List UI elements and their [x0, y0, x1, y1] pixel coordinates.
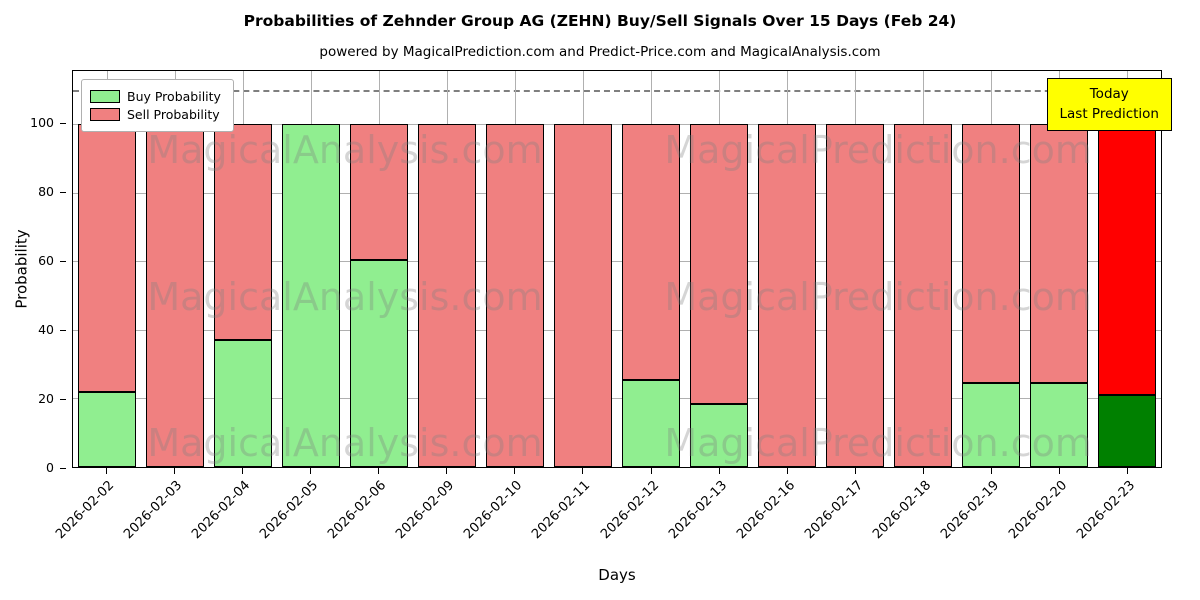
- threshold-dashed-line: [73, 89, 1161, 92]
- x-tick-label: 2026-02-02: [52, 478, 117, 543]
- buy-bar: [621, 379, 681, 467]
- annotation-line-2: Last Prediction: [1059, 106, 1159, 123]
- y-tick-label: 60: [38, 253, 54, 269]
- buy-bar: [689, 403, 749, 467]
- watermark-text: MagicalAnalysis.com: [147, 128, 543, 173]
- sell-bar: [1097, 124, 1157, 395]
- sell-bar: [145, 124, 205, 467]
- sell-bar: [485, 124, 545, 467]
- sell-bar: [213, 124, 273, 341]
- sell-bar: [417, 124, 477, 467]
- h-gridline: [73, 261, 1161, 263]
- y-tick-label: 0: [46, 460, 54, 475]
- legend-label-sell: Sell Probability: [127, 107, 220, 122]
- x-tick-mark: [309, 468, 311, 474]
- x-tick-label: 2026-02-13: [665, 478, 730, 543]
- buy-bar: [961, 383, 1021, 467]
- x-tick-mark: [786, 468, 788, 474]
- legend: Buy Probability Sell Probability: [81, 79, 234, 132]
- x-tick-label: 2026-02-16: [733, 478, 798, 543]
- x-tick-mark: [1127, 468, 1129, 474]
- x-tick-label: 2026-02-10: [461, 478, 526, 543]
- y-tick-mark: [60, 329, 66, 331]
- y-tick-mark: [60, 260, 66, 262]
- legend-label-buy: Buy Probability: [127, 89, 221, 104]
- x-axis-ticks: 2026-02-02 2026-02-03 2026-02-04 2026-02-05…: [53, 468, 1162, 578]
- y-tick-label: 40: [38, 322, 54, 338]
- buy-swatch: [90, 90, 120, 103]
- x-tick-mark: [991, 468, 993, 474]
- sell-bar: [621, 124, 681, 380]
- annotation-line-1: Today: [1089, 86, 1129, 102]
- legend-item-sell: Sell Probability: [90, 107, 221, 122]
- watermark-text: MagicalAnalysis.com: [147, 274, 543, 319]
- x-tick-label: 2026-02-19: [938, 478, 1003, 543]
- x-tick-mark: [446, 468, 448, 474]
- x-tick-label: 2026-02-09: [393, 478, 458, 543]
- h-gridline: [73, 124, 1161, 126]
- y-tick-label: 80: [38, 184, 54, 200]
- sell-bar: [1029, 124, 1089, 383]
- buy-bar: [349, 259, 409, 467]
- sell-bar: [689, 124, 749, 404]
- sell-bar: [553, 124, 613, 467]
- h-gridline: [73, 398, 1161, 400]
- buy-bar: [77, 391, 137, 467]
- sell-bar: [757, 124, 817, 467]
- y-tick-mark: [60, 467, 66, 469]
- x-tick-mark: [1059, 468, 1061, 474]
- sell-bar: [349, 124, 409, 260]
- x-tick-label: 2026-02-06: [325, 478, 390, 543]
- sell-bar: [77, 124, 137, 392]
- plot-area: Buy Probability Sell Probability Magical…: [72, 70, 1162, 468]
- sell-bar: [825, 124, 885, 467]
- x-tick-mark: [378, 468, 380, 474]
- buy-bar: [1029, 383, 1089, 467]
- x-tick-label: 2026-02-17: [802, 478, 867, 543]
- buy-bar: [281, 124, 341, 467]
- x-tick-mark: [241, 468, 243, 474]
- x-tick-mark: [582, 468, 584, 474]
- sell-swatch: [90, 108, 120, 121]
- legend-item-buy: Buy Probability: [90, 89, 221, 104]
- x-tick-label: 2026-02-12: [597, 478, 662, 543]
- x-tick-mark: [650, 468, 652, 474]
- sell-bar: [893, 124, 953, 467]
- chart-title: Probabilities of Zehnder Group AG (ZEHN)…: [243, 12, 957, 30]
- x-axis-label-wrap: Days: [72, 566, 1162, 584]
- x-tick-mark: [854, 468, 856, 474]
- x-tick-label: 2026-02-04: [188, 478, 253, 543]
- x-tick-label: 2026-02-11: [529, 478, 594, 543]
- x-tick-label: 2026-02-05: [257, 478, 322, 543]
- x-tick-label: 2026-02-20: [1006, 478, 1071, 543]
- x-tick-mark: [173, 468, 175, 474]
- y-axis-ticks: 0 20 40 60 80 100: [0, 70, 66, 475]
- x-tick-label: 2026-02-03: [120, 478, 185, 543]
- y-tick-mark: [60, 191, 66, 193]
- chart-subtitle: powered by MagicalPrediction.com and Pre…: [319, 44, 881, 60]
- y-tick-label: 20: [38, 391, 54, 407]
- today-annotation: Today Last Prediction: [1046, 78, 1172, 131]
- watermark-text: MagicalAnalysis.com: [147, 421, 543, 466]
- buy-bar: [1097, 395, 1157, 467]
- x-tick-mark: [718, 468, 720, 474]
- x-tick-mark: [514, 468, 516, 474]
- h-gridline: [73, 192, 1161, 194]
- y-tick-mark: [60, 398, 66, 400]
- x-tick-label: 2026-02-23: [1074, 478, 1139, 543]
- sell-bar: [961, 124, 1021, 383]
- buy-bar: [213, 340, 273, 467]
- x-tick-mark: [105, 468, 107, 474]
- y-tick-label: 100: [30, 115, 54, 131]
- x-tick-mark: [923, 468, 925, 474]
- y-tick-mark: [60, 122, 66, 124]
- x-tick-label: 2026-02-18: [870, 478, 935, 543]
- h-gridline: [73, 329, 1161, 331]
- x-axis-label: Days: [598, 566, 636, 584]
